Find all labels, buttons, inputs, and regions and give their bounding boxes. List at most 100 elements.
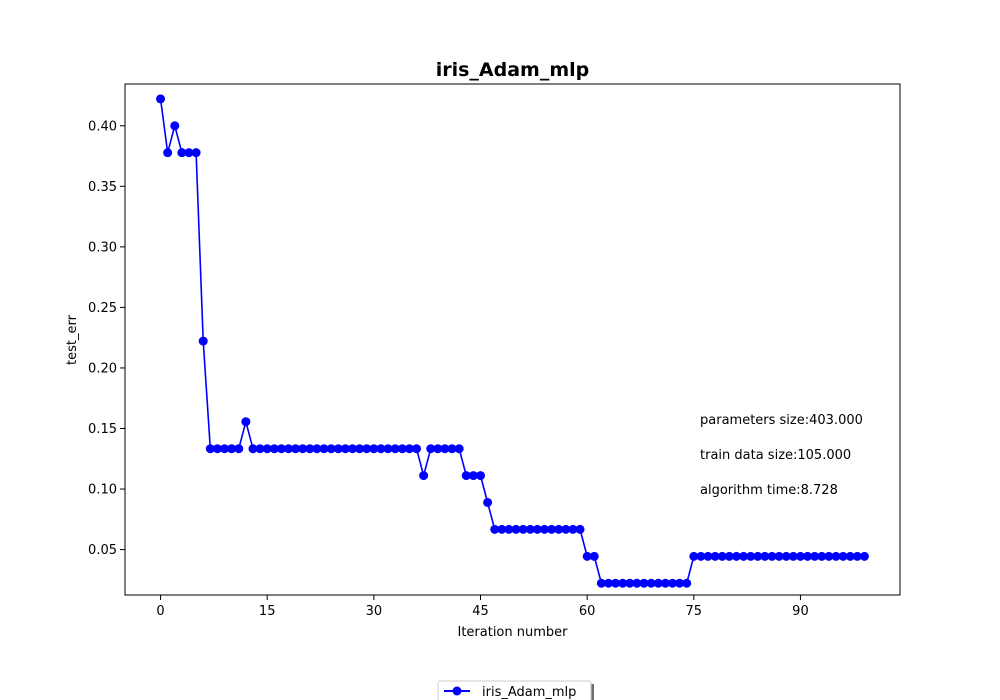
data-point — [803, 551, 813, 561]
data-point — [319, 444, 329, 454]
y-tick-label: 0.35 — [88, 180, 117, 195]
annotation-algorithm-time: algorithm time:8.728 — [700, 483, 838, 498]
y-tick-label: 0.25 — [88, 301, 117, 316]
data-point — [497, 524, 507, 534]
data-point — [795, 551, 805, 561]
annotations: parameters size:403.000 train data size:… — [700, 413, 863, 498]
data-point — [177, 148, 187, 158]
data-point — [703, 551, 713, 561]
y-tick-label: 0.10 — [88, 483, 117, 498]
data-point — [781, 551, 791, 561]
data-point — [212, 444, 222, 454]
data-point — [596, 578, 606, 588]
x-tick-label: 30 — [366, 604, 383, 619]
plot-area — [124, 83, 901, 596]
data-point — [362, 444, 372, 454]
data-point — [810, 551, 820, 561]
data-point — [419, 471, 429, 481]
data-point — [554, 524, 564, 534]
x-axis-label: Iteration number — [457, 625, 568, 640]
chart-title: iris_Adam_mlp — [436, 59, 590, 81]
data-point — [518, 524, 528, 534]
data-point — [504, 524, 514, 534]
legend: iris_Adam_mlp — [437, 680, 594, 700]
data-point — [852, 551, 862, 561]
x-tick-label: 0 — [156, 604, 164, 619]
data-point — [312, 444, 322, 454]
x-tick-label: 90 — [792, 604, 809, 619]
data-point — [817, 551, 827, 561]
y-tick-label: 0.15 — [88, 422, 117, 437]
data-point — [653, 578, 663, 588]
series-layer — [156, 94, 869, 588]
data-point — [525, 524, 535, 534]
data-point — [575, 524, 585, 534]
data-point — [426, 444, 436, 454]
data-point — [831, 551, 841, 561]
data-point — [454, 444, 464, 454]
data-point — [788, 551, 798, 561]
plot-frame — [124, 83, 901, 596]
data-point — [348, 444, 358, 454]
data-point — [618, 578, 628, 588]
data-point — [731, 551, 741, 561]
x-tick-label: 15 — [259, 604, 276, 619]
data-point — [710, 551, 720, 561]
data-point — [397, 444, 407, 454]
data-point — [198, 336, 208, 346]
data-point — [433, 444, 443, 454]
data-point — [326, 444, 336, 454]
data-point — [667, 578, 677, 588]
data-point — [611, 578, 621, 588]
data-point — [404, 444, 414, 454]
data-point — [746, 551, 756, 561]
x-axis: 0 15 30 45 60 75 90 — [156, 595, 809, 619]
data-point — [689, 551, 699, 561]
data-point — [547, 524, 557, 534]
data-point — [753, 551, 763, 561]
data-point — [220, 444, 230, 454]
y-tick-label: 0.40 — [88, 119, 117, 134]
data-point — [532, 524, 542, 534]
data-point — [305, 444, 315, 454]
data-point — [262, 444, 272, 454]
data-point — [184, 148, 194, 158]
data-point — [298, 444, 308, 454]
data-point — [639, 578, 649, 588]
data-point — [284, 444, 294, 454]
y-tick-label: 0.20 — [88, 361, 117, 376]
data-point — [838, 551, 848, 561]
data-point — [163, 148, 173, 158]
data-point — [660, 578, 670, 588]
x-tick-label: 75 — [686, 604, 703, 619]
data-point — [205, 444, 215, 454]
y-axis: 0.05 0.10 0.15 0.20 0.25 0.30 0.35 0.40 — [88, 119, 125, 558]
data-point — [675, 578, 685, 588]
data-point — [483, 497, 493, 507]
data-point — [333, 444, 343, 454]
legend-label: iris_Adam_mlp — [482, 685, 576, 700]
data-point — [170, 121, 180, 131]
data-point — [412, 444, 422, 454]
data-point — [255, 444, 265, 454]
legend-box — [437, 680, 592, 700]
data-point — [582, 551, 592, 561]
data-point — [739, 551, 749, 561]
data-point — [603, 578, 613, 588]
data-point — [276, 444, 286, 454]
data-point — [724, 551, 734, 561]
y-tick-label: 0.05 — [88, 543, 117, 558]
data-point — [447, 444, 457, 454]
data-point — [589, 551, 599, 561]
annotation-train-data-size: train data size:105.000 — [700, 448, 851, 463]
data-point — [476, 471, 485, 481]
x-tick-label: 60 — [579, 604, 596, 619]
data-point — [191, 148, 201, 158]
data-point — [390, 444, 400, 454]
y-axis-label: test_err — [65, 314, 80, 365]
data-point — [511, 524, 521, 534]
legend-marker-swatch — [452, 686, 462, 696]
data-point — [682, 578, 692, 588]
data-point — [859, 551, 869, 561]
data-point — [625, 578, 635, 588]
